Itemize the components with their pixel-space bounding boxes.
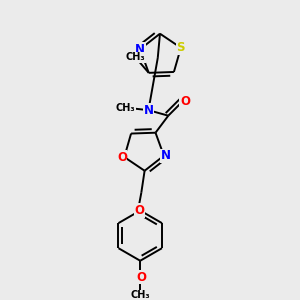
Text: CH₃: CH₃ (116, 103, 135, 113)
Text: O: O (180, 95, 190, 108)
Text: CH₃: CH₃ (130, 290, 150, 300)
Text: S: S (177, 41, 185, 54)
Text: O: O (117, 151, 127, 164)
Text: N: N (135, 43, 145, 56)
Text: N: N (160, 149, 170, 162)
Text: O: O (134, 204, 145, 217)
Text: N: N (143, 104, 154, 117)
Text: O: O (137, 271, 147, 284)
Text: CH₃: CH₃ (126, 52, 145, 62)
